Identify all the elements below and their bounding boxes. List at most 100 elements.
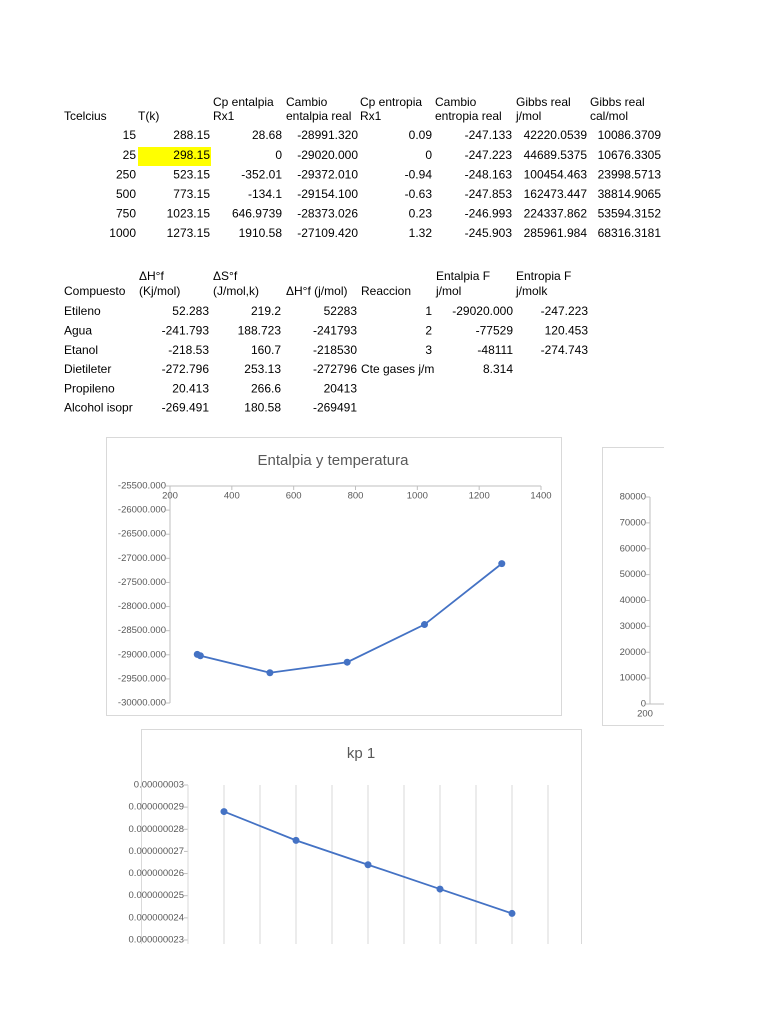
cell: Cte gases j/m: [361, 362, 434, 376]
cell: 180.58: [244, 401, 281, 415]
cell: -247.133: [465, 128, 513, 142]
y-tick-label: 70000: [620, 517, 646, 528]
y-tick-label: 0.000000027: [129, 846, 184, 857]
y-tick-label: 0.000000028: [129, 824, 184, 835]
cell: 160.7: [251, 343, 281, 357]
x-tick-label: 600: [286, 491, 302, 502]
y-tick-label: -27000.000: [118, 553, 166, 564]
data-point: [220, 808, 228, 816]
y-tick-label: -30000.000: [118, 698, 166, 709]
cell: 250: [116, 167, 136, 181]
cell: 0: [425, 148, 432, 162]
cell: -245.903: [465, 226, 513, 240]
y-tick-label: 80000: [620, 492, 646, 503]
cell: -28373.026: [297, 207, 358, 221]
cell: Propileno: [64, 381, 115, 395]
cell: Dietileter: [64, 362, 111, 376]
cell: -247.223: [541, 304, 589, 318]
cell: 253.13: [244, 362, 281, 376]
cell: 52283: [324, 304, 358, 318]
cell: 20413: [324, 381, 358, 395]
y-tick-label: -26000.000: [118, 505, 166, 516]
cell: 1000: [109, 226, 136, 240]
chart-frame: [106, 437, 562, 716]
header-cell: (J/mol,k): [213, 284, 259, 298]
cell: -274.743: [541, 343, 589, 357]
y-tick-label: 0.000000026: [129, 868, 184, 879]
cell: -28991.320: [297, 128, 358, 142]
y-tick-label: 40000: [620, 595, 646, 606]
cell: -29154.100: [297, 187, 358, 201]
cell: 10676.3305: [598, 148, 662, 162]
y-tick-label: 0.00000003: [134, 780, 184, 791]
cell: 8.314: [483, 362, 513, 376]
header-cell: entalpia real: [286, 109, 351, 123]
y-tick-label: 0.000000024: [129, 912, 184, 923]
cell: 100454.463: [524, 167, 588, 181]
cell: 162473.447: [524, 187, 588, 201]
cell: -269.491: [162, 401, 210, 415]
cell: 2: [425, 323, 432, 337]
cell: 68316.3181: [598, 226, 662, 240]
y-tick-label: -25500.000: [118, 481, 166, 492]
data-point: [292, 836, 300, 844]
data-point: [420, 621, 428, 629]
header-cell: Entalpia F: [436, 269, 490, 283]
cell: 1.32: [409, 226, 433, 240]
x-tick-label: 1000: [407, 491, 428, 502]
cell-highlight: [138, 147, 211, 166]
header-cell: Rx1: [213, 109, 235, 123]
data-point: [364, 861, 372, 869]
chart-frame: [141, 729, 582, 960]
cell: -29020.000: [452, 304, 513, 318]
cell: -48111: [477, 343, 513, 357]
cell: 3: [425, 343, 432, 357]
cell: -0.63: [405, 187, 433, 201]
header-cell: Cp entropia: [360, 95, 422, 109]
header-cell: Entropia F: [516, 269, 571, 283]
cell: -247.853: [465, 187, 513, 201]
cell: 52.283: [172, 304, 209, 318]
y-tick-label: 50000: [620, 569, 646, 580]
cell: 500: [116, 187, 136, 201]
cell: -241793: [313, 323, 357, 337]
cell: 0.23: [409, 207, 433, 221]
y-tick-label: -26500.000: [118, 529, 166, 540]
cell: 44689.5375: [524, 148, 588, 162]
cell: 298.15: [173, 148, 210, 162]
cell: 224337.862: [524, 207, 588, 221]
cell: 1910.58: [239, 226, 283, 240]
cell: -246.993: [465, 207, 513, 221]
header-cell: entropia real: [435, 109, 502, 123]
cell: Etileno: [64, 304, 101, 318]
data-point: [508, 909, 516, 917]
cell: 288.15: [173, 128, 210, 142]
x-tick-label: 1200: [469, 491, 490, 502]
cell: -352.01: [241, 167, 282, 181]
data-point: [266, 669, 274, 677]
cell: 28.68: [252, 128, 282, 142]
cell: 188.723: [238, 323, 282, 337]
header-cell: ΔH°f (j/mol): [286, 284, 347, 298]
header-cell: Cambio: [286, 95, 328, 109]
header-cell: Cambio: [435, 95, 477, 109]
header-cell: ΔH°f: [139, 269, 164, 283]
y-tick-label: 0: [641, 699, 646, 710]
x-tick-label: 200: [637, 709, 653, 720]
header-cell: Cp entalpia: [213, 95, 274, 109]
cell: 1: [425, 304, 432, 318]
header-cell: Rx1: [360, 109, 382, 123]
chart-frame: [602, 447, 673, 726]
cell: -241.793: [162, 323, 210, 337]
x-tick-label: 400: [224, 491, 240, 502]
cell: -29020.000: [297, 148, 358, 162]
cell: 750: [116, 207, 136, 221]
y-tick-label: 0.000000029: [129, 802, 184, 813]
cell: -77529: [476, 323, 514, 337]
cell: 219.2: [251, 304, 281, 318]
cell: -272.796: [162, 362, 210, 376]
cell: -27109.420: [297, 226, 358, 240]
cell: 266.6: [251, 381, 281, 395]
cell: 20.413: [172, 381, 209, 395]
